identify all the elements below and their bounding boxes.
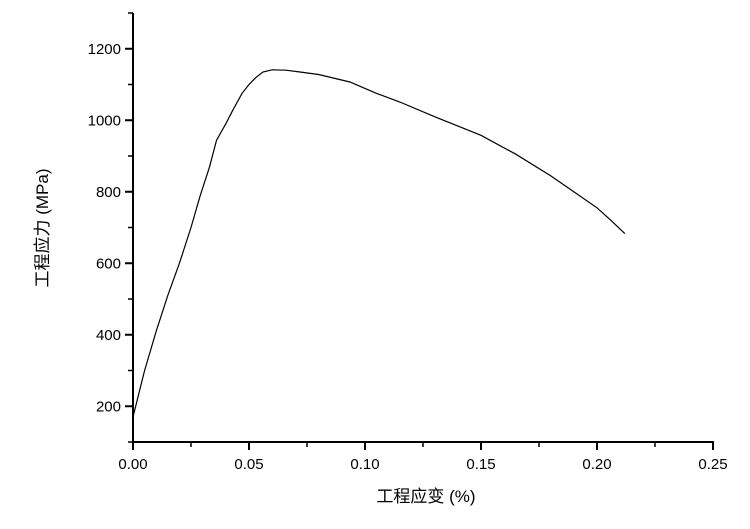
- x-tick-label: 0.10: [350, 456, 379, 473]
- x-tick-label: 0.05: [234, 456, 263, 473]
- x-axis-label: 工程应变 (%): [376, 487, 475, 506]
- x-tick-label: 0.00: [118, 456, 147, 473]
- x-tick-label: 0.20: [582, 456, 611, 473]
- y-tick-label: 600: [96, 255, 121, 272]
- y-tick-label: 800: [96, 184, 121, 201]
- axes: 0.00 0.05 0.10 0.15 0.20 0.25 200 400 600 800 1000…: [88, 12, 728, 473]
- y-axis-label: 工程应力 (MPa): [33, 169, 52, 288]
- y-tick-label: 1000: [88, 112, 121, 129]
- x-tick-label: 0.15: [466, 456, 495, 473]
- series-line: [132, 69, 626, 418]
- x-tick-label: 0.25: [698, 456, 727, 473]
- y-tick-label: 1200: [88, 41, 121, 58]
- y-tick-label: 200: [96, 398, 121, 415]
- y-tick-label: 400: [96, 327, 121, 344]
